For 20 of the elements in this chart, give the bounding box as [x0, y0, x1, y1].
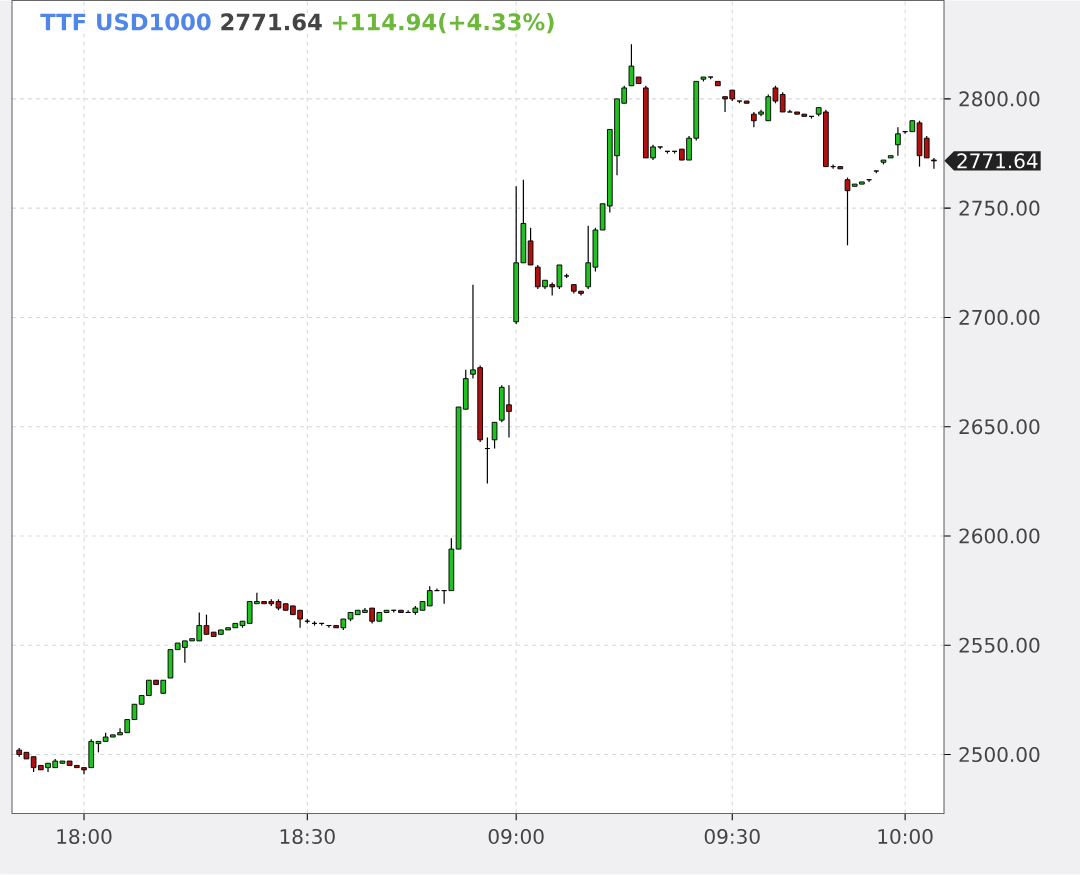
candlestick — [895, 126, 901, 157]
x-tick-label: 09:30 — [704, 829, 760, 845]
y-tick-label: 2650.00 — [959, 419, 1040, 435]
y-tick-label: 2600.00 — [959, 528, 1040, 544]
text: 2771.64 — [957, 153, 1038, 169]
y-tick-label: 2500.00 — [959, 747, 1040, 763]
annotation: 2771.64 — [221, 13, 322, 31]
candlestick — [491, 421, 498, 450]
x-tick-label: 18:00 — [57, 829, 112, 845]
annotation: +114.94(+4.33%) — [333, 13, 554, 34]
x-tick-label: 18:30 — [280, 829, 335, 845]
y-tick-label: 2700.00 — [959, 310, 1040, 326]
y-tick-label: 2750.00 — [959, 200, 1040, 216]
x-tick-label: 10:00 — [878, 829, 933, 845]
chart-title: TTF USD1000 — [40, 13, 211, 31]
x-tick-label: 09:00 — [488, 829, 544, 845]
candlestick — [931, 157, 937, 170]
y-tick-label: 2550.00 — [959, 637, 1040, 654]
y-tick-label: 2800.00 — [959, 91, 1040, 107]
candlestick — [628, 43, 635, 87]
